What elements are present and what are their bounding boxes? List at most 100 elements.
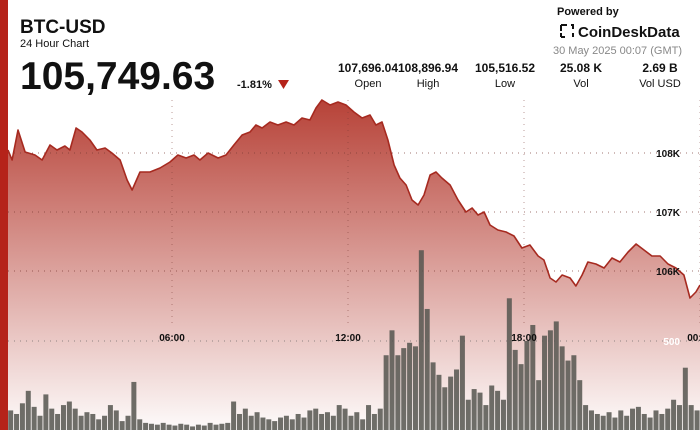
volume-bar (190, 426, 196, 430)
symbol: BTC-USD (20, 17, 106, 38)
volume-bar (407, 342, 413, 430)
stat-value: 108,896.94 (398, 61, 458, 75)
volume-bar (547, 330, 553, 430)
volume-bar (37, 415, 43, 430)
volume-bar (178, 423, 184, 430)
price: 105,749.63 (20, 55, 215, 98)
volume-bar (583, 405, 589, 430)
volume-bar (225, 422, 231, 430)
volume-bar (31, 406, 37, 430)
volume-bar (172, 425, 178, 430)
down-arrow (278, 80, 289, 89)
volume-bar (49, 408, 55, 430)
accent-bar (0, 0, 8, 430)
volume-bar (653, 410, 659, 430)
volume-bar (301, 417, 307, 430)
volume-bar (676, 405, 682, 430)
change: -1.81% (237, 79, 272, 91)
volume-bar (612, 417, 618, 430)
volume-bar (195, 424, 201, 430)
brand: CoinDeskData (578, 24, 680, 41)
volume-bar (90, 413, 96, 430)
volume-bar (154, 424, 160, 430)
volume-bar (336, 405, 342, 430)
volume-bar (330, 415, 336, 430)
volume-bar (430, 362, 436, 430)
volume-bar (518, 364, 524, 430)
volume-bar (143, 422, 149, 430)
brand-icon (560, 24, 574, 38)
plot-area: 108K 107K 106K 500 06:00 12:00 18:00 00:00 (2, 99, 700, 430)
volume-bar (641, 413, 647, 430)
volume-bar (559, 346, 565, 430)
volume-bar (659, 413, 665, 430)
volume-bar (366, 405, 372, 430)
volume-bar (436, 374, 442, 430)
y-tick-label: 106K (656, 267, 681, 278)
volume-bar (401, 348, 407, 430)
volume-bar (542, 335, 548, 430)
volume-bar (512, 349, 518, 430)
y-tick-label: 107K (656, 208, 681, 219)
volume-bar (671, 399, 677, 430)
volume-bar (377, 408, 383, 430)
volume-bar (307, 410, 313, 430)
volume-bar (688, 405, 694, 430)
volume-bar (665, 408, 671, 430)
volume-bar (577, 380, 583, 430)
volume-bar (278, 417, 284, 430)
stat-value: 107,696.04 (338, 61, 398, 75)
volume-bar (635, 406, 641, 430)
volume-bar (236, 413, 242, 430)
volume-bar (524, 341, 530, 430)
volume-bar (530, 324, 536, 430)
volume-bar (166, 424, 172, 430)
volume-bar (295, 413, 301, 430)
volume-bar (571, 355, 577, 430)
volume-bar (471, 389, 477, 430)
volume-bar (342, 408, 348, 430)
volume-bar (131, 381, 137, 430)
volume-bar (66, 401, 72, 430)
volume-bar (454, 369, 460, 430)
x-tick-label: 00:00 (687, 333, 700, 344)
x-tick-label: 06:00 (159, 333, 185, 344)
volume-bar (412, 346, 418, 430)
volume-bar (60, 405, 66, 430)
volume-bar (254, 412, 260, 430)
volume-bar (260, 417, 266, 430)
volume-bar (489, 385, 495, 430)
volume-bar (500, 399, 506, 430)
volume-bar (14, 413, 20, 430)
volume-bar (272, 421, 278, 430)
volume-bar (495, 390, 501, 430)
volume-bar (389, 330, 395, 430)
volume-bar (201, 425, 207, 430)
stat-label: Open (355, 78, 382, 90)
volume-bar (231, 401, 237, 430)
volume-bar (84, 412, 90, 430)
volume-bar (624, 415, 630, 430)
volume-bar (242, 408, 248, 430)
volume-bar (283, 415, 289, 430)
timestamp: 30 May 2025 00:07 (GMT) (553, 45, 682, 57)
volume-bar (694, 410, 700, 430)
volume-bar (348, 415, 354, 430)
volume-bar (682, 367, 688, 430)
volume-bar (25, 390, 31, 430)
volume-bar (289, 419, 295, 430)
volume-bar (219, 423, 225, 430)
stat-label: Vol USD (639, 78, 681, 90)
volume-bar (148, 423, 154, 430)
volume-bar (72, 408, 78, 430)
volume-bar (647, 417, 653, 430)
volume-bar (137, 419, 143, 430)
volume-bar (266, 419, 272, 430)
volume-bar (213, 424, 219, 430)
volume-bar (383, 355, 389, 430)
stat-value: 105,516.52 (475, 61, 535, 75)
volume-bar (96, 419, 102, 430)
powered-by: Powered by (557, 6, 620, 18)
volume-bar (113, 410, 119, 430)
